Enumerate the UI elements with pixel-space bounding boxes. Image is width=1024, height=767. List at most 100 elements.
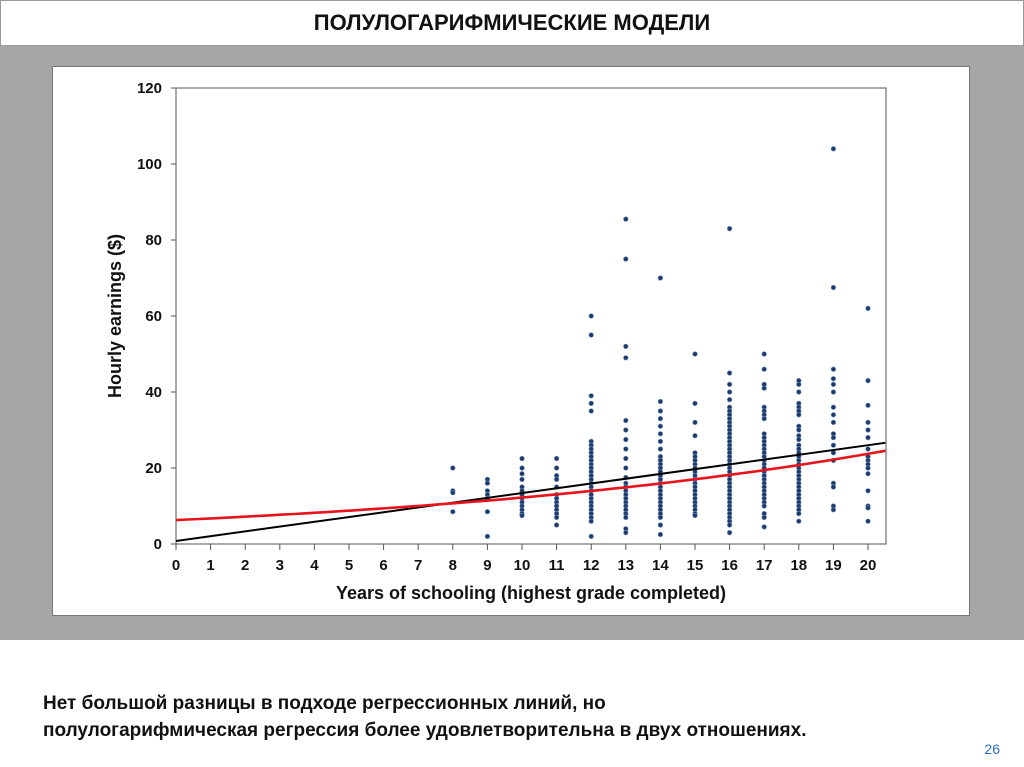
data-point xyxy=(796,518,802,524)
data-point xyxy=(726,226,733,232)
data-point xyxy=(865,427,871,433)
data-point xyxy=(657,431,664,437)
data-point xyxy=(623,530,629,536)
data-point xyxy=(554,465,560,471)
x-axis-label: Years of schooling (highest grade comple… xyxy=(336,583,726,603)
data-point xyxy=(830,404,837,410)
data-point xyxy=(657,423,664,429)
x-tick-label: 5 xyxy=(345,557,353,574)
data-point xyxy=(830,484,837,490)
data-point xyxy=(796,427,802,433)
x-tick-label: 20 xyxy=(860,557,877,574)
y-tick-label: 120 xyxy=(137,80,162,97)
x-tick-label: 4 xyxy=(310,557,319,574)
data-point xyxy=(692,419,698,426)
y-tick-label: 60 xyxy=(145,308,162,325)
x-tick-label: 12 xyxy=(583,557,600,574)
data-point xyxy=(865,488,871,494)
data-point xyxy=(588,533,594,540)
data-point xyxy=(761,366,767,372)
x-tick-label: 7 xyxy=(414,557,422,574)
data-point xyxy=(657,522,664,528)
data-point xyxy=(726,522,733,528)
data-point xyxy=(484,509,491,515)
x-tick-label: 17 xyxy=(756,557,773,574)
data-point xyxy=(623,465,629,471)
data-point xyxy=(657,531,664,538)
y-tick-label: 40 xyxy=(145,384,162,401)
data-point xyxy=(657,514,664,521)
data-point xyxy=(657,275,664,281)
data-point xyxy=(761,514,767,521)
data-point xyxy=(657,408,664,414)
data-point xyxy=(692,433,698,439)
data-point xyxy=(623,436,629,443)
y-tick-label: 0 xyxy=(154,536,162,553)
data-point xyxy=(865,505,871,511)
data-point xyxy=(865,305,871,311)
x-tick-label: 18 xyxy=(790,557,807,574)
data-point xyxy=(761,503,767,509)
data-point xyxy=(830,419,837,426)
data-point xyxy=(623,514,629,521)
data-point xyxy=(554,455,560,462)
data-point xyxy=(588,313,594,319)
data-point xyxy=(657,398,664,405)
x-tick-label: 11 xyxy=(549,557,565,574)
data-point xyxy=(450,490,456,496)
data-point xyxy=(484,533,491,540)
data-point xyxy=(623,427,629,433)
data-point xyxy=(726,389,733,395)
note-line-2: полулогарифмическая регрессия более удов… xyxy=(43,720,807,741)
data-point xyxy=(865,435,871,441)
data-point xyxy=(657,416,664,422)
data-point xyxy=(830,381,837,388)
data-point xyxy=(623,355,629,361)
data-point xyxy=(761,385,767,391)
x-tick-label: 6 xyxy=(379,557,387,574)
page-number: 26 xyxy=(984,741,1000,757)
linear-regression-line xyxy=(175,441,886,542)
y-tick-label: 100 xyxy=(137,156,162,173)
data-point xyxy=(830,507,837,513)
data-point xyxy=(519,471,525,477)
x-tick-label: 0 xyxy=(172,557,180,574)
data-point xyxy=(761,524,767,530)
data-point xyxy=(484,480,491,486)
slide-note: Нет большой разницы в подходе регрессион… xyxy=(43,690,806,744)
data-point xyxy=(796,412,802,418)
data-point xyxy=(761,416,767,422)
data-point xyxy=(623,446,629,452)
data-point xyxy=(830,146,837,152)
footer xyxy=(0,640,1024,767)
data-point xyxy=(830,366,837,372)
data-point xyxy=(865,465,871,471)
data-point xyxy=(830,442,837,448)
data-point xyxy=(865,378,871,384)
x-tick-label: 10 xyxy=(514,557,531,574)
data-point xyxy=(865,518,871,524)
chart-panel: 0 20 40 60 80 100 120 0 1 2 3 4 5 6 7 8 9 10 11 12 13 14 15 16 1… xyxy=(52,66,970,616)
data-point xyxy=(450,509,456,515)
data-point xyxy=(830,435,837,441)
data-point xyxy=(796,436,802,443)
x-tick-label: 9 xyxy=(483,557,491,574)
data-point xyxy=(554,476,560,483)
data-point xyxy=(588,400,594,407)
data-point xyxy=(726,530,733,536)
data-point xyxy=(830,389,837,395)
data-point xyxy=(692,512,698,519)
data-point xyxy=(623,455,629,462)
data-point xyxy=(761,351,767,357)
data-point xyxy=(726,381,733,388)
data-point xyxy=(830,284,837,291)
data-point xyxy=(692,351,698,357)
data-point xyxy=(726,370,733,376)
data-point xyxy=(657,446,664,452)
x-tick-label: 14 xyxy=(652,557,669,574)
data-point xyxy=(519,455,525,462)
data-point xyxy=(554,514,560,521)
data-point xyxy=(554,522,560,528)
x-tick-label: 8 xyxy=(449,557,457,574)
